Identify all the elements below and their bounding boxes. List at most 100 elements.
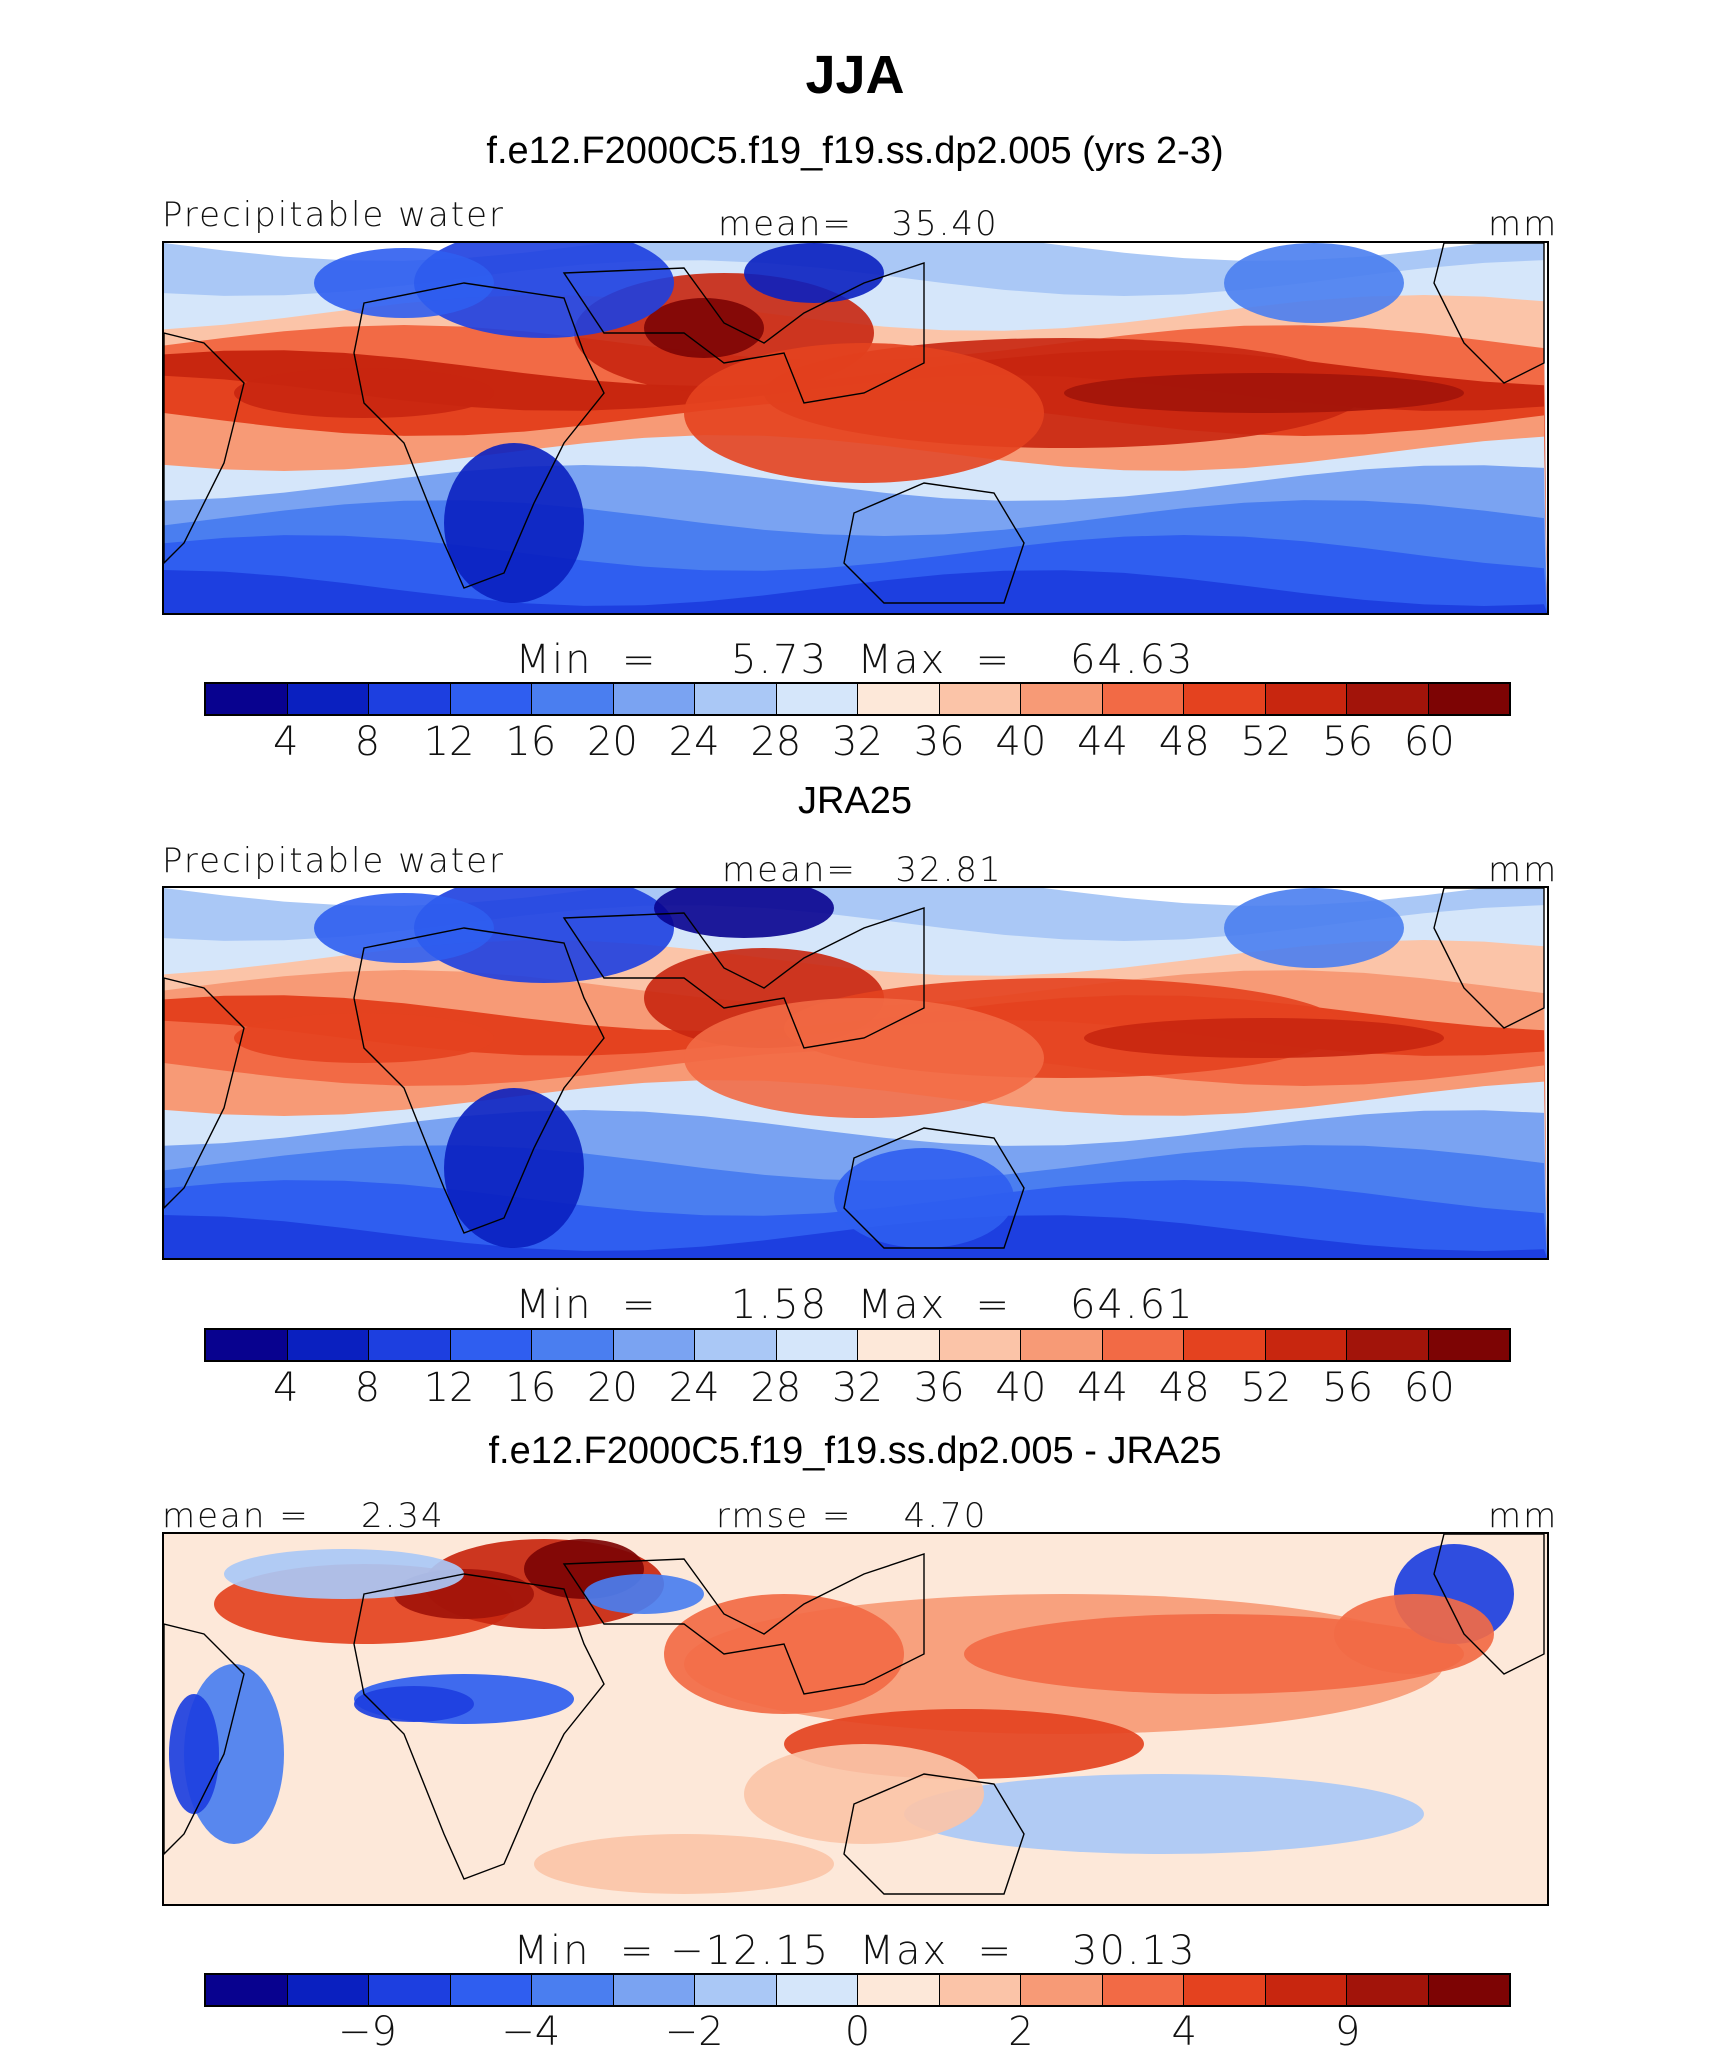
colorbar-swatch — [776, 1975, 858, 2005]
colorbar-tick-label: 32 — [832, 1365, 883, 1411]
coastline — [164, 977, 245, 1209]
colorbar-swatch — [695, 1975, 777, 2005]
colorbar-swatch — [613, 684, 695, 714]
contour-blob — [584, 1574, 704, 1614]
contour-blob — [234, 1013, 494, 1063]
panel-1-title: f.e12.F2000C5.f19_f19.ss.dp2.005 (yrs 2-… — [486, 130, 1224, 172]
panel-1-mean-label: mean= 35.40 — [718, 204, 999, 244]
colorbar-swatch — [939, 684, 1021, 714]
colorbar-swatch — [450, 1330, 532, 1360]
colorbar-tick-label: 8 — [354, 1365, 381, 1411]
panel-1-variable-label: Precipitable water — [162, 195, 506, 235]
contour-blob — [314, 893, 494, 963]
colorbar-tick-label: 24 — [668, 1365, 720, 1411]
colorbar-swatch — [1428, 684, 1509, 714]
contour-blob — [654, 888, 834, 938]
panel-2-mean-label: mean= 32.81 — [722, 850, 1003, 890]
colorbar-tick-label: 36 — [913, 1365, 965, 1411]
colorbar-swatch — [1102, 1975, 1184, 2005]
colorbar-swatch — [1021, 684, 1103, 714]
colorbar-swatch — [1102, 1330, 1184, 1360]
coastline — [164, 1623, 245, 1855]
figure-title: JJA — [805, 45, 905, 105]
panel-3-minmax: Min = −12.15 Max = 30.13 — [513, 1928, 1197, 1974]
colorbar-swatch — [369, 684, 451, 714]
colorbar-tick-label: 12 — [423, 1365, 475, 1411]
colorbar-swatch — [695, 684, 777, 714]
colorbar-swatch — [1265, 684, 1347, 714]
colorbar-swatch — [776, 1330, 858, 1360]
colorbar-tick-label: 16 — [505, 1365, 557, 1411]
contour-blob — [354, 1686, 474, 1722]
contour-blob — [904, 1774, 1424, 1854]
colorbar-swatch — [532, 1975, 614, 2005]
panel-3-rmse-label: rmse = 4.70 — [716, 1496, 988, 1536]
colorbar-swatch — [287, 1975, 369, 2005]
colorbar-swatch — [532, 1330, 614, 1360]
contour-blob — [1334, 1594, 1494, 1674]
contour-blob — [1224, 888, 1404, 968]
coastline — [353, 282, 605, 589]
coastline — [353, 927, 605, 1234]
colorbar-swatch — [1347, 1975, 1429, 2005]
colorbar-tick-label: 56 — [1322, 719, 1374, 765]
panel-1-contour-field — [164, 243, 1547, 613]
colorbar-swatch — [450, 1975, 532, 2005]
colorbar-swatch — [1428, 1330, 1509, 1360]
colorbar-swatch — [369, 1975, 451, 2005]
panel-1-colorbar — [204, 682, 1511, 716]
contour-blob — [684, 343, 1044, 483]
colorbar-tick-label: −9 — [337, 2009, 397, 2055]
colorbar-swatch — [858, 1330, 940, 1360]
contour-blob — [744, 243, 884, 303]
colorbar-swatch — [287, 684, 369, 714]
colorbar-tick-label: 2 — [1008, 2009, 1034, 2055]
colorbar-swatch — [939, 1975, 1021, 2005]
panel-2-title: JRA25 — [797, 780, 913, 822]
colorbar-swatch — [1021, 1330, 1103, 1360]
colorbar-tick-label: 28 — [750, 719, 802, 765]
colorbar-tick-label: 24 — [668, 719, 720, 765]
coastline — [562, 1553, 925, 1695]
panel-2-contour-field — [164, 888, 1547, 1258]
colorbar-tick-label: 4 — [1171, 2009, 1197, 2055]
colorbar-tick-label: 20 — [586, 719, 638, 765]
colorbar-tick-label: 12 — [423, 719, 475, 765]
colorbar-swatch — [206, 684, 288, 714]
panel-2-colorbar — [204, 1328, 1511, 1362]
colorbar-tick-label: 4 — [272, 1365, 299, 1411]
coastline — [1433, 243, 1545, 384]
contour-blob — [444, 443, 584, 603]
colorbar-tick-label: −2 — [664, 2009, 724, 2055]
colorbar-swatch — [1265, 1330, 1347, 1360]
colorbar-swatch — [858, 1975, 940, 2005]
colorbar-swatch — [939, 1330, 1021, 1360]
colorbar-tick-label: 36 — [913, 719, 965, 765]
colorbar-tick-label: 52 — [1240, 719, 1292, 765]
colorbar-tick-label: 44 — [1077, 1365, 1129, 1411]
colorbar-swatch — [450, 684, 532, 714]
contour-blob — [1224, 243, 1404, 323]
colorbar-tick-label: 0 — [844, 2009, 871, 2055]
colorbar-swatch — [776, 684, 858, 714]
coastline — [164, 332, 245, 564]
colorbar-tick-label: 48 — [1158, 1365, 1210, 1411]
colorbar-swatch — [1184, 1330, 1266, 1360]
colorbar-swatch — [206, 1975, 288, 2005]
coastline — [843, 1127, 1025, 1249]
colorbar-tick-label: 52 — [1240, 1365, 1292, 1411]
colorbar-tick-label: 16 — [505, 719, 557, 765]
colorbar-swatch — [532, 684, 614, 714]
contour-blob — [314, 248, 494, 318]
panel-2-units-label: mm — [1488, 850, 1559, 890]
colorbar-tick-label: 40 — [995, 719, 1047, 765]
panel-1-map — [162, 241, 1549, 615]
contour-blob — [644, 298, 764, 358]
contour-blob — [744, 1744, 984, 1844]
colorbar-tick-label: −4 — [501, 2009, 561, 2055]
contour-blob — [684, 998, 1044, 1118]
colorbar-tick-label: 32 — [832, 719, 883, 765]
panel-1-units-label: mm — [1488, 204, 1559, 244]
contour-blob — [1084, 1018, 1444, 1058]
panel-2-variable-label: Precipitable water — [162, 841, 506, 881]
